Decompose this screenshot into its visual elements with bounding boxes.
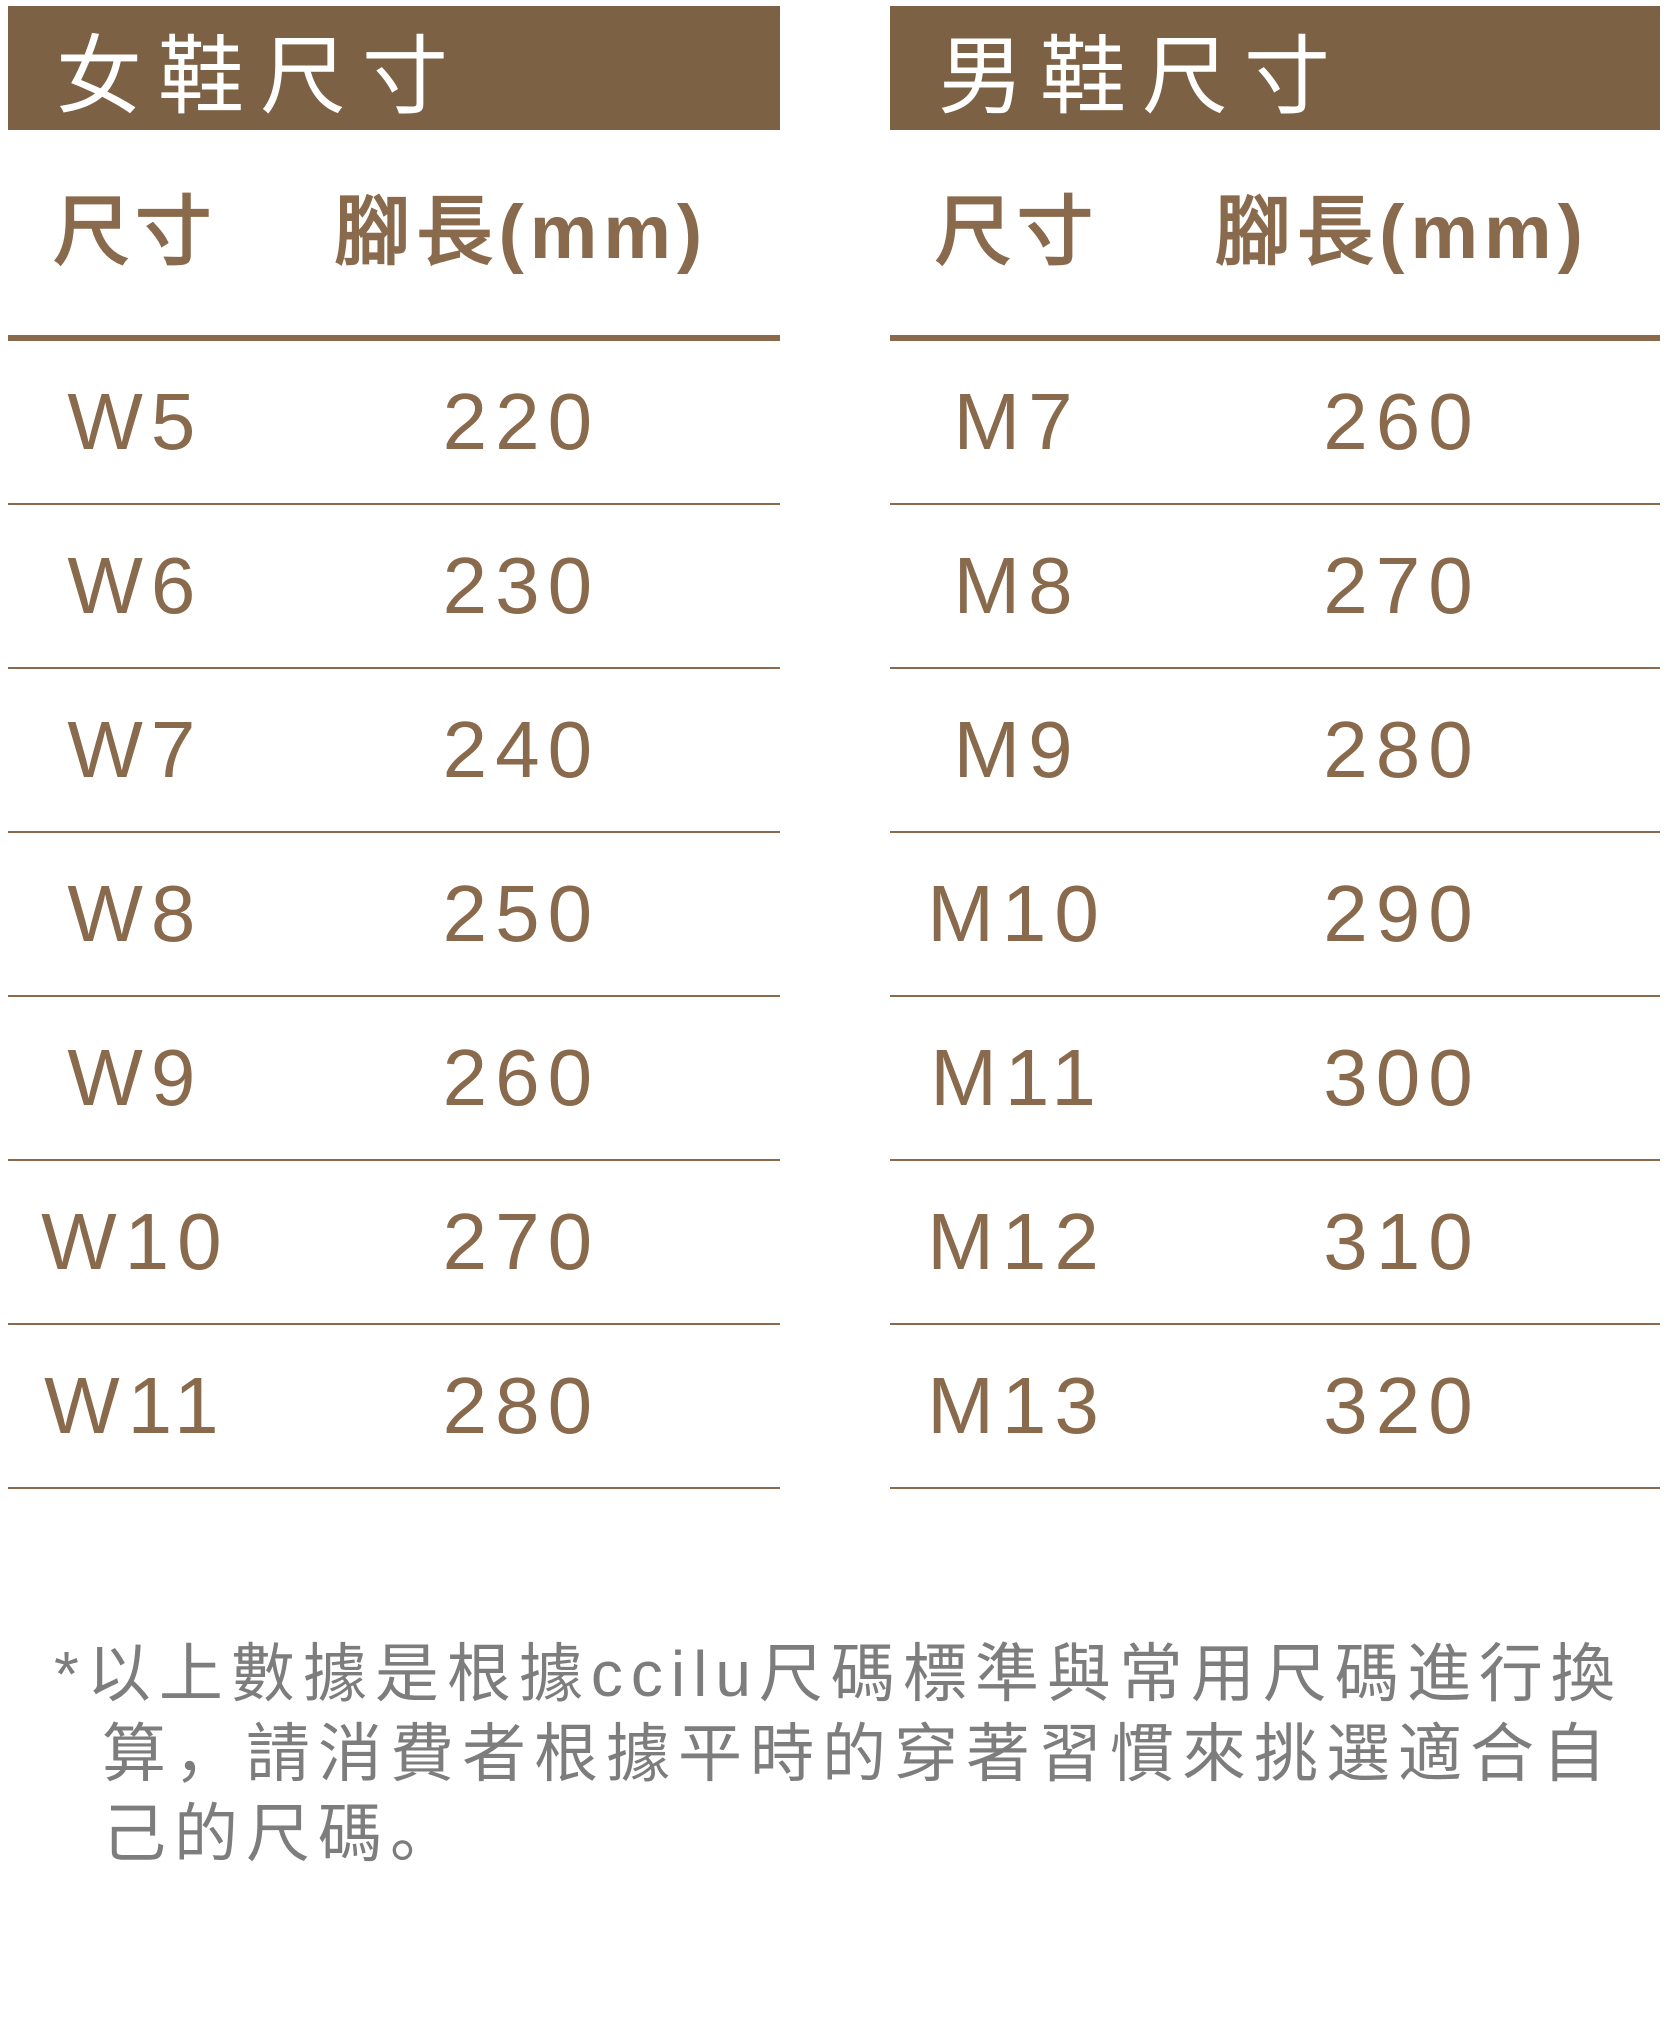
women-table-title-band: 女鞋尺寸 <box>8 6 780 130</box>
women-column-headers: 尺寸 腳長(mm) <box>8 170 780 280</box>
men-table-top-rule <box>890 335 1660 341</box>
row-length-value: 290 <box>1323 869 1481 958</box>
row-length-value: 220 <box>442 377 601 466</box>
row-size-value: W5 <box>67 377 204 466</box>
row-size-value: W10 <box>41 1197 230 1286</box>
table-row: W6 230 <box>8 505 780 669</box>
men-column-headers: 尺寸 腳長(mm) <box>890 170 1660 280</box>
row-length-value: 300 <box>1323 1033 1481 1122</box>
women-table-rows: W5 220 W6 230 W7 240 W8 250 <box>8 341 780 1489</box>
table-row: W5 220 <box>8 341 780 505</box>
women-table-top-rule <box>8 335 780 341</box>
footnote-line: *以上數據是根據ccilu尺碼標準與常用尺碼進行換 <box>54 1638 1623 1710</box>
table-row: M9 280 <box>890 669 1660 833</box>
table-row: W10 270 <box>8 1161 780 1325</box>
row-length-value: 310 <box>1323 1197 1481 1286</box>
row-size-value: W8 <box>67 869 204 958</box>
footnote-line: 算，請消費者根據平時的穿著習慣來挑選適合自 <box>102 1718 1614 1790</box>
footnote: *以上數據是根據ccilu尺碼標準與常用尺碼進行換 算，請消費者根據平時的穿著習… <box>54 1634 1634 1874</box>
row-length-value: 230 <box>442 541 601 630</box>
row-length-value: 240 <box>442 705 601 794</box>
row-length-value: 270 <box>1323 541 1481 630</box>
row-size-value: W9 <box>67 1033 204 1122</box>
table-row: W8 250 <box>8 833 780 997</box>
men-table-title: 男鞋尺寸 <box>938 28 1346 125</box>
row-size-value: M13 <box>927 1361 1107 1450</box>
row-length-value: 260 <box>442 1033 601 1122</box>
row-size-value: W7 <box>67 705 204 794</box>
women-col-header-size: 尺寸 <box>53 190 218 275</box>
table-row: W11 280 <box>8 1325 780 1489</box>
table-row: M11 300 <box>890 997 1660 1161</box>
table-row: W9 260 <box>8 997 780 1161</box>
women-size-table: 女鞋尺寸 尺寸 腳長(mm) W5 220 W6 230 W7 <box>8 6 780 1489</box>
row-size-value: M10 <box>927 869 1107 958</box>
row-size-value: M9 <box>953 705 1081 794</box>
men-table-rows: M7 260 M8 270 M9 280 M10 290 <box>890 341 1660 1489</box>
table-row: M12 310 <box>890 1161 1660 1325</box>
men-col-header-size: 尺寸 <box>935 190 1100 275</box>
row-size-value: M11 <box>930 1033 1104 1122</box>
women-col-header-length: 腳長(mm) <box>334 190 709 275</box>
women-table-title: 女鞋尺寸 <box>56 28 464 125</box>
row-length-value: 280 <box>1323 705 1481 794</box>
footnote-line: 己的尺碼。 <box>102 1798 462 1870</box>
row-size-value: W11 <box>44 1361 227 1450</box>
table-row: M10 290 <box>890 833 1660 997</box>
row-size-value: M7 <box>953 377 1081 466</box>
row-size-value: W6 <box>67 541 204 630</box>
table-row: M7 260 <box>890 341 1660 505</box>
row-length-value: 280 <box>442 1361 601 1450</box>
row-size-value: M8 <box>953 541 1081 630</box>
row-length-value: 320 <box>1323 1361 1481 1450</box>
men-col-header-length: 腳長(mm) <box>1215 190 1589 275</box>
row-length-value: 260 <box>1323 377 1481 466</box>
table-row: W7 240 <box>8 669 780 833</box>
table-row: M8 270 <box>890 505 1660 669</box>
men-table-title-band: 男鞋尺寸 <box>890 6 1660 130</box>
table-row: M13 320 <box>890 1325 1660 1489</box>
men-size-table: 男鞋尺寸 尺寸 腳長(mm) M7 260 M8 270 M9 <box>890 6 1660 1489</box>
row-size-value: M12 <box>927 1197 1107 1286</box>
row-length-value: 250 <box>442 869 601 958</box>
row-length-value: 270 <box>442 1197 601 1286</box>
